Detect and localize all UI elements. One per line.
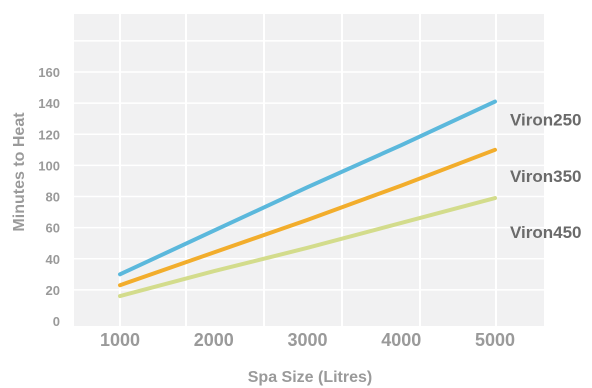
x-tick-label: 3000 bbox=[287, 330, 327, 350]
y-tick-label: 100 bbox=[38, 158, 60, 173]
x-axis-ticks: 1000 2000 3000 4000 5000 bbox=[100, 330, 515, 350]
x-tick-label: 4000 bbox=[381, 330, 421, 350]
y-tick-label: 0 bbox=[53, 314, 60, 329]
y-axis-ticks: 0 20 40 60 80 100 120 140 160 bbox=[38, 65, 60, 329]
y-tick-label: 80 bbox=[46, 190, 60, 205]
x-tick-label: 2000 bbox=[194, 330, 234, 350]
series-label-viron450: Viron450 bbox=[510, 223, 582, 242]
y-tick-label: 20 bbox=[46, 283, 60, 298]
y-tick-label: 160 bbox=[38, 65, 60, 80]
x-tick-label: 1000 bbox=[100, 330, 140, 350]
series-label-viron250: Viron250 bbox=[510, 111, 582, 130]
y-axis-title: Minutes to Heat bbox=[11, 112, 28, 232]
y-tick-label: 140 bbox=[38, 96, 60, 111]
y-tick-label: 40 bbox=[46, 252, 60, 267]
y-tick-label: 120 bbox=[38, 127, 60, 142]
plot-area bbox=[74, 14, 544, 326]
y-tick-label: 60 bbox=[46, 221, 60, 236]
x-axis-title: Spa Size (Litres) bbox=[248, 369, 372, 386]
x-tick-label: 5000 bbox=[475, 330, 515, 350]
series-label-viron350: Viron350 bbox=[510, 167, 582, 186]
